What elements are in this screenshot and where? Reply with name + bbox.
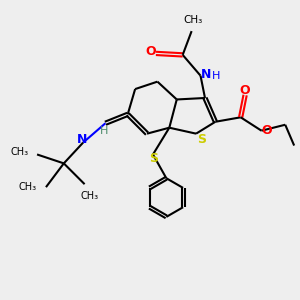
Text: CH₃: CH₃ bbox=[80, 191, 98, 201]
Text: N: N bbox=[76, 133, 87, 146]
Text: CH₃: CH₃ bbox=[19, 182, 37, 192]
Text: CH₃: CH₃ bbox=[10, 147, 28, 157]
Text: O: O bbox=[145, 45, 156, 58]
Text: H: H bbox=[212, 71, 220, 81]
Text: H: H bbox=[100, 126, 108, 136]
Text: S: S bbox=[197, 133, 206, 146]
Text: CH₃: CH₃ bbox=[184, 15, 203, 25]
Text: S: S bbox=[149, 152, 158, 165]
Text: O: O bbox=[261, 124, 272, 137]
Text: O: O bbox=[240, 84, 250, 97]
Text: N: N bbox=[201, 68, 211, 81]
